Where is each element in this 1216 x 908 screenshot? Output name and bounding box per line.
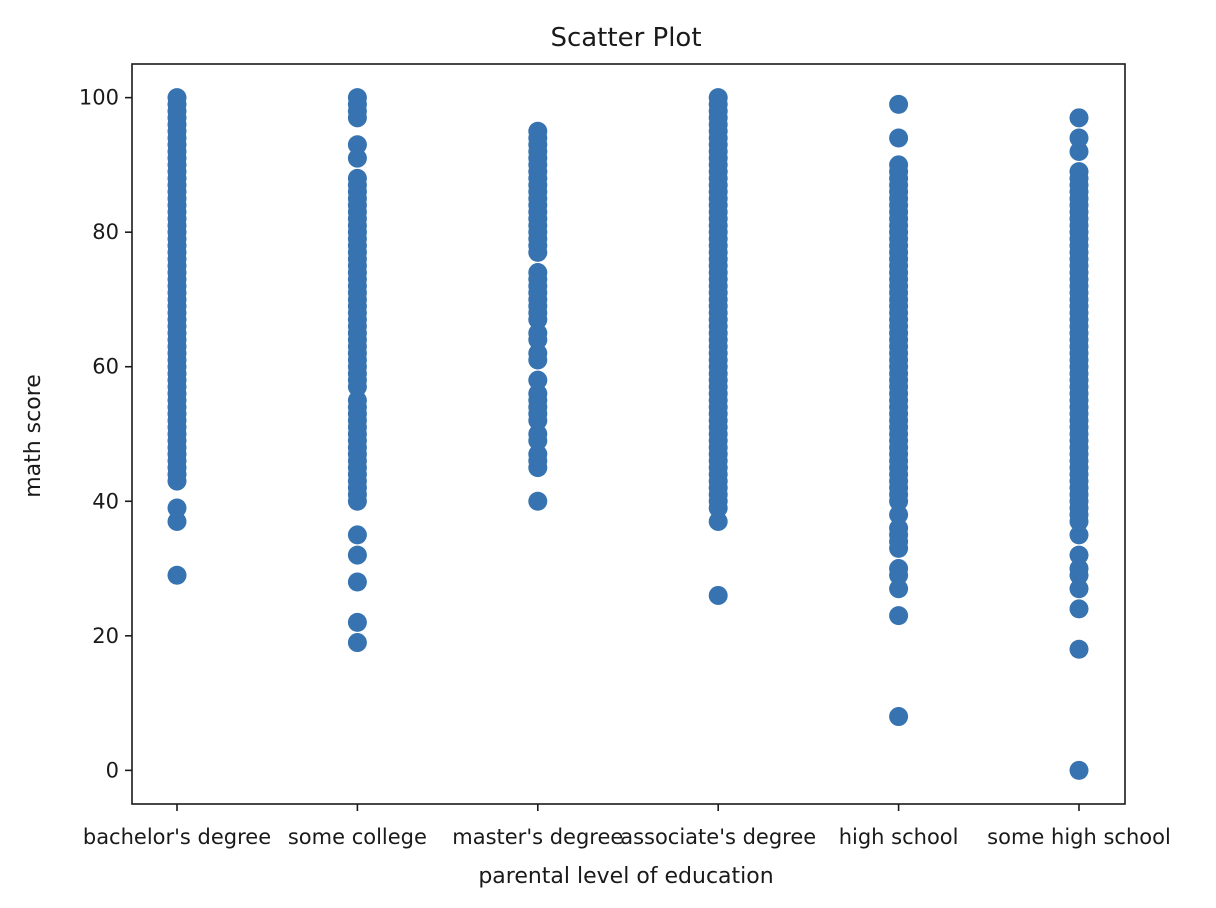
data-point [889, 559, 909, 579]
data-point [889, 94, 909, 114]
data-point [167, 565, 187, 585]
data-point [528, 323, 548, 343]
data-point [528, 444, 548, 464]
data-point [528, 384, 548, 404]
data-point [889, 579, 909, 599]
data-point [347, 135, 367, 155]
data-point [347, 88, 367, 108]
data-point [708, 585, 728, 605]
data-point [347, 545, 367, 565]
data-point [347, 148, 367, 168]
data-point [708, 511, 728, 531]
data-point [167, 498, 187, 518]
data-point [167, 511, 187, 531]
y-tick-label: 40 [92, 489, 119, 513]
data-point [1069, 162, 1089, 182]
data-point [1069, 639, 1089, 659]
data-point [1069, 760, 1089, 780]
y-tick-label: 20 [92, 624, 119, 648]
y-tick-label: 100 [79, 86, 119, 110]
x-tick-label: bachelor's degree [83, 825, 271, 849]
x-tick-label: associate's degree [620, 825, 816, 849]
data-point [528, 424, 548, 444]
data-point [889, 128, 909, 148]
y-tick-label: 60 [92, 355, 119, 379]
x-tick-label: some high school [987, 825, 1171, 849]
data-point [167, 88, 187, 108]
data-point [347, 168, 367, 188]
data-point [347, 390, 367, 410]
data-point [528, 263, 548, 283]
data-point [528, 121, 548, 141]
x-tick-label: some college [288, 825, 427, 849]
data-point [1069, 599, 1089, 619]
x-tick-label: master's degree [452, 825, 623, 849]
data-point [1069, 579, 1089, 599]
data-point [1069, 525, 1089, 545]
data-point [347, 633, 367, 653]
data-point [889, 518, 909, 538]
data-point [708, 88, 728, 108]
data-point [528, 370, 548, 390]
chart-title: Scatter Plot [550, 23, 701, 53]
data-point [889, 707, 909, 727]
x-tick-label: high school [839, 825, 959, 849]
data-point [889, 606, 909, 626]
plot-frame [131, 63, 1126, 805]
x-axis-label: parental level of education [478, 864, 773, 889]
points-layer [167, 88, 1089, 780]
data-point [347, 525, 367, 545]
x-axis: bachelor's degree some college master's de… [83, 804, 1171, 849]
y-tick-label: 80 [92, 220, 119, 244]
data-point [1069, 128, 1089, 148]
data-point [889, 155, 909, 175]
data-point [347, 612, 367, 632]
data-point [1069, 559, 1089, 579]
data-point [1069, 545, 1089, 565]
data-point [347, 572, 367, 592]
data-point [1069, 108, 1089, 128]
data-point [1069, 141, 1089, 161]
data-point [528, 343, 548, 363]
y-axis-label: math score [21, 374, 46, 498]
data-point [528, 491, 548, 511]
y-axis: 0 20 40 60 80 100 [79, 86, 132, 782]
data-point [889, 505, 909, 525]
y-tick-label: 0 [106, 758, 119, 782]
